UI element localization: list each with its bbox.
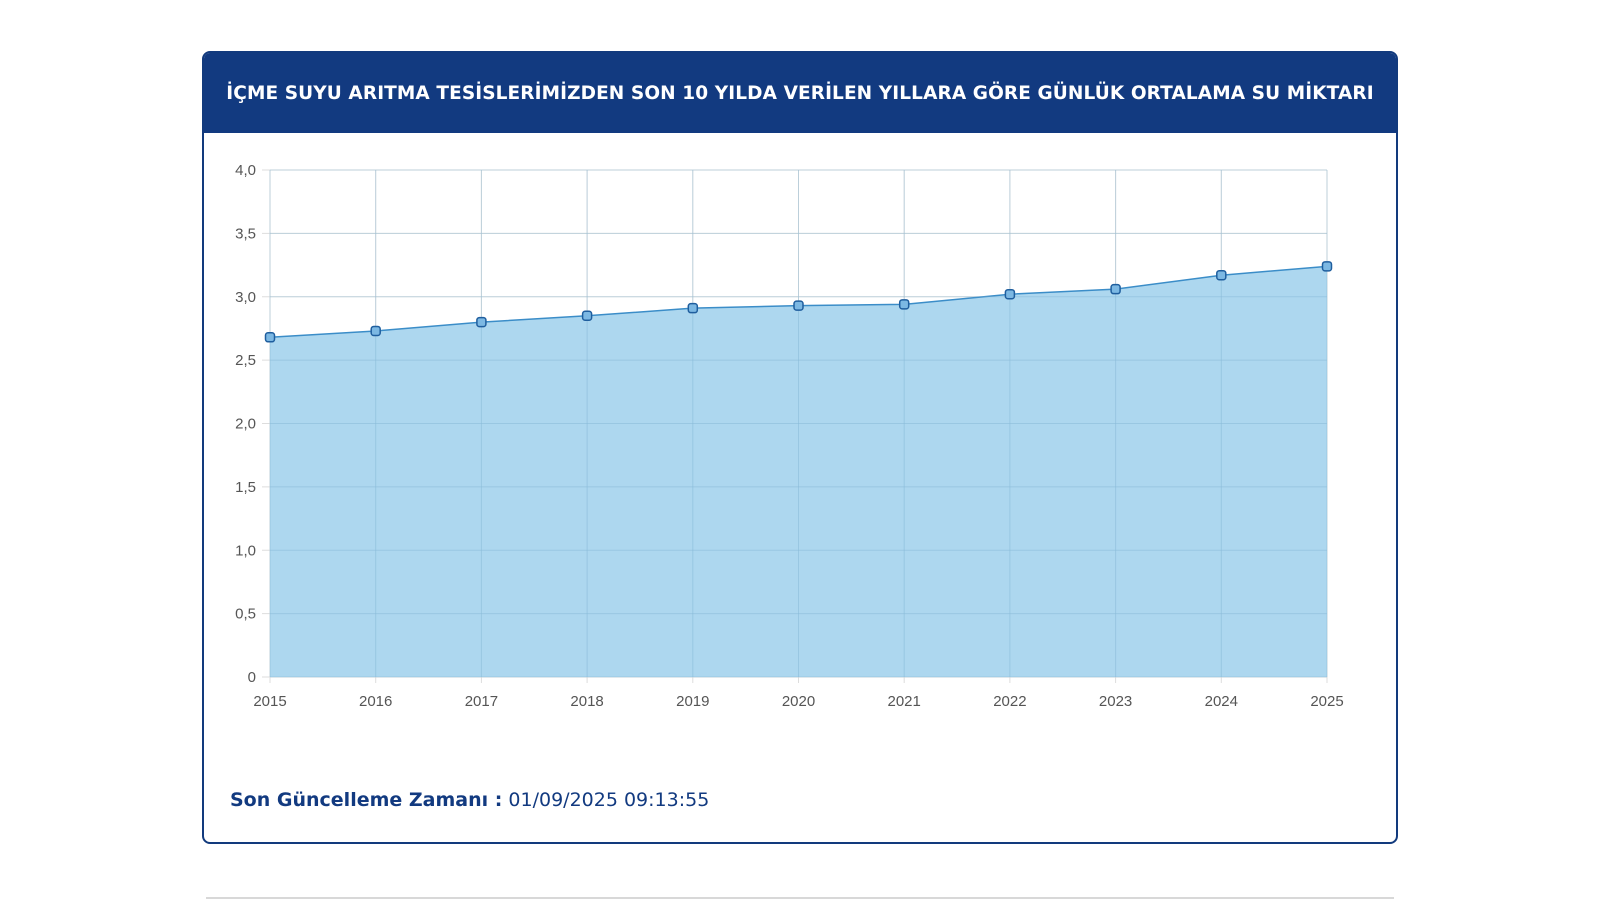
- last-updated: Son Güncelleme Zamanı : 01/09/2025 09:13…: [230, 789, 709, 811]
- y-tick-label: 2,0: [235, 416, 256, 433]
- x-tick-label: 2022: [993, 693, 1026, 710]
- y-tick-label: 0,5: [235, 606, 256, 623]
- x-tick-label: 2024: [1205, 693, 1238, 710]
- x-tick-label: 2023: [1099, 693, 1132, 710]
- last-updated-value: 01/09/2025 09:13:55: [508, 789, 710, 811]
- data-point-2019: [687, 302, 699, 314]
- chart-card: İÇME SUYU ARITMA TESİSLERİMİZDEN SON 10 …: [202, 51, 1398, 844]
- data-point-2016: [370, 325, 381, 337]
- y-tick-label: 0: [248, 669, 256, 686]
- y-tick-label: 3,0: [235, 289, 256, 306]
- data-point-2018: [581, 310, 593, 322]
- data-point-2017: [476, 316, 487, 328]
- y-tick-label: 2,5: [235, 352, 256, 369]
- section-divider: [206, 897, 1394, 899]
- x-tick-label: 2016: [359, 693, 392, 710]
- x-tick-label: 2025: [1310, 693, 1343, 710]
- x-tick-label: 2015: [253, 693, 286, 710]
- y-tick-label: 4,0: [235, 162, 256, 179]
- chart-area: 0 0,5 1,0 1,5 2,0 2,5 3,0 3,5 4,0 2015 2016 2017 201…: [235, 162, 1344, 710]
- data-point-2021: [898, 299, 910, 310]
- y-tick-label: 1,0: [235, 542, 256, 559]
- data-point-2015: [264, 332, 276, 343]
- x-tick-label: 2019: [676, 693, 709, 710]
- x-tick-label: 2020: [782, 693, 815, 710]
- data-point-2020: [793, 300, 804, 311]
- x-tick-label: 2017: [465, 693, 498, 710]
- x-tick-label: 2018: [570, 693, 603, 710]
- y-tick-label: 1,5: [235, 479, 256, 496]
- x-tick-label: 2021: [888, 693, 921, 710]
- y-tick-label: 3,5: [235, 225, 256, 242]
- series-area: [270, 266, 1327, 677]
- data-point-2022: [1004, 288, 1016, 300]
- chart-title: İÇME SUYU ARITMA TESİSLERİMİZDEN SON 10 …: [204, 53, 1396, 133]
- data-point-2023: [1110, 283, 1121, 295]
- data-point-2025: [1321, 261, 1333, 272]
- data-point-2024: [1216, 269, 1227, 281]
- last-updated-label: Son Güncelleme Zamanı :: [230, 789, 503, 811]
